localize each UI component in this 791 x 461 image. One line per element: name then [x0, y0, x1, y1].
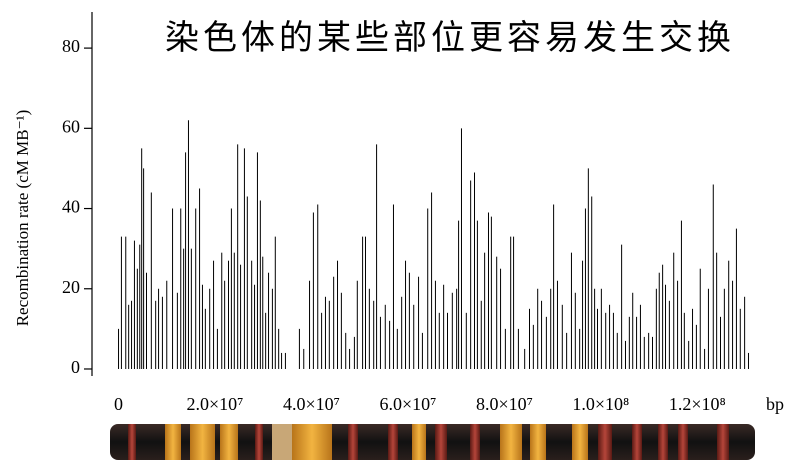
x-tick-label: 1.0×10⁸	[572, 394, 629, 414]
x-tick-label: 2.0×10⁷	[187, 394, 244, 414]
y-tick-label: 0	[71, 357, 80, 377]
chart-title: 染色体的某些部位更容易发生交换	[165, 18, 735, 58]
y-tick-label: 80	[62, 36, 80, 56]
chart: 染色体的某些部位更容易发生交换 Recombination rate (cM M…	[0, 0, 791, 461]
x-tick-label: 1.2×10⁸	[669, 394, 726, 414]
y-tick-label: 40	[62, 197, 80, 217]
chromosome-ideogram	[110, 424, 755, 460]
y-axis-label: Recombination rate (cM MB⁻¹)	[13, 110, 32, 327]
page: {"chart_data": {"type": "spike", "title"…	[0, 0, 791, 461]
y-tick-label: 20	[62, 277, 80, 297]
x-tick-label: 6.0×10⁷	[379, 394, 436, 414]
x-tick-label: 4.0×10⁷	[283, 394, 340, 414]
x-tick-label: 8.0×10⁷	[476, 394, 533, 414]
x-tick-label: 0	[114, 394, 123, 414]
y-tick-label: 60	[62, 116, 80, 136]
x-axis-label: bp	[766, 394, 784, 414]
